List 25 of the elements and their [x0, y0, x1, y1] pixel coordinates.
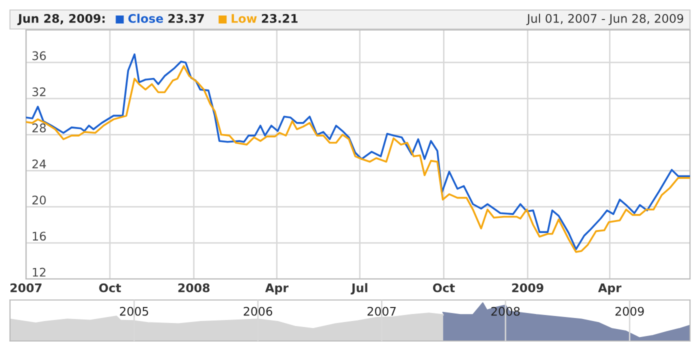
x-tick-label: Jul	[350, 283, 368, 294]
legend-label: Low	[232, 14, 257, 23]
text: Jun 28, 2009:	[17, 14, 105, 26]
y-tick-label: 28	[32, 123, 46, 132]
y-tick-label: 16	[32, 232, 46, 241]
y-tick-label: 36	[32, 51, 46, 60]
y-tick-label: 20	[32, 196, 46, 205]
text: 23.37	[168, 14, 204, 23]
x-tick-label: Apr	[265, 284, 288, 295]
x-tick-label: 2007	[368, 306, 396, 316]
x-tick-label: 2009	[512, 283, 544, 292]
x-tick-label: 2006	[244, 306, 272, 316]
text: 23.21	[262, 14, 298, 23]
x-tick-label: 2008	[178, 283, 210, 292]
y-tick-label: 24	[32, 160, 46, 168]
legend-label: Close	[128, 14, 164, 23]
x-tick-label: 2009	[615, 306, 644, 316]
text: Jul 01, 2007 - Jun 28, 2009	[526, 14, 684, 26]
x-tick-label: 2005	[120, 306, 148, 316]
x-tick-label: Oct	[99, 283, 121, 292]
x-tick-label: 2007	[10, 283, 42, 292]
x-tick-label: Oct	[432, 283, 455, 292]
y-tick-label: 32	[32, 87, 46, 96]
y-tick-label: 12	[32, 268, 46, 277]
x-tick-label: Apr	[598, 284, 622, 295]
